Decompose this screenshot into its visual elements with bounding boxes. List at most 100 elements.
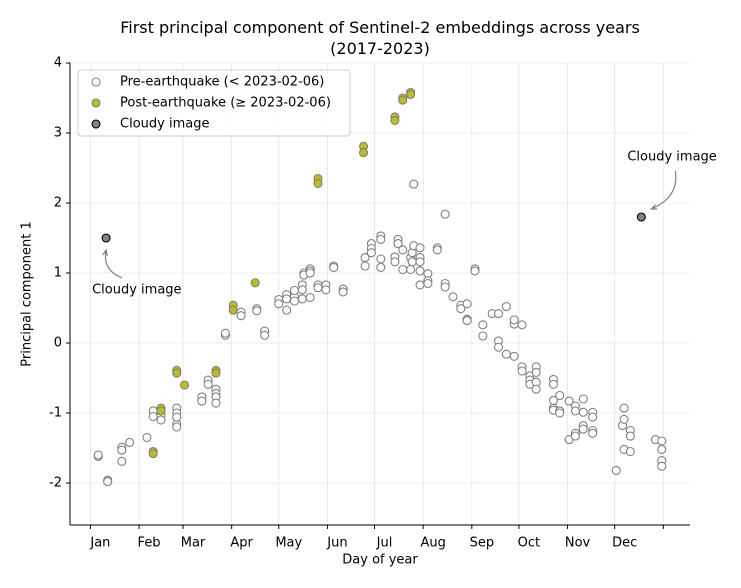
- scatter-point: [282, 294, 292, 304]
- x-tick-label: Dec: [612, 536, 637, 551]
- scatter-point: [432, 245, 442, 255]
- y-tick-label: -2: [49, 476, 62, 491]
- scatter-point: [619, 414, 629, 424]
- scatter-point: [117, 445, 127, 455]
- scatter-point: [390, 115, 400, 125]
- scatter-point: [493, 309, 504, 319]
- legend-box: [77, 69, 351, 137]
- scatter-point: [588, 428, 598, 438]
- scatter-point: [125, 437, 135, 447]
- annotation-arrowhead: [102, 248, 108, 256]
- scatter-point: [142, 432, 152, 443]
- scatter-point: [531, 384, 541, 394]
- annotation: Cloudy image: [627, 150, 716, 165]
- scatter-point: [236, 311, 246, 321]
- scatter-point: [250, 278, 260, 288]
- scatter-point: [313, 283, 323, 293]
- scatter-point: [297, 294, 307, 304]
- annotation-arrowhead: [649, 204, 658, 210]
- scatter-point: [517, 320, 527, 330]
- scatter-point: [548, 379, 558, 389]
- scatter-point: [305, 292, 315, 303]
- scatter-point: [93, 450, 103, 460]
- scatter-point: [406, 264, 416, 275]
- scatter-point: [252, 306, 262, 316]
- scatter-point: [172, 412, 182, 422]
- scatter-point: [197, 396, 207, 406]
- scatter-point: [360, 261, 370, 271]
- legend-marker: [91, 77, 101, 87]
- scatter-point: [148, 411, 158, 422]
- scatter-point: [228, 305, 238, 315]
- scatter-point: [440, 282, 450, 292]
- scatter-point: [398, 245, 408, 255]
- scatter-point: [376, 262, 386, 272]
- scatter-point: [376, 234, 386, 244]
- scatter-point: [415, 243, 425, 253]
- scatter-point: [501, 349, 511, 359]
- y-tick-label: 4: [54, 56, 62, 71]
- scatter-point: [619, 403, 629, 413]
- x-axis-label: Day of year: [342, 553, 418, 568]
- scatter-point: [415, 266, 425, 276]
- scatter-point: [448, 292, 458, 302]
- scatter-point: [203, 379, 213, 389]
- scatter-point: [172, 368, 182, 378]
- scatter-point: [625, 431, 635, 441]
- legend-label: Post-earthquake (≥ 2023-02-06): [120, 96, 331, 111]
- y-tick-label: 0: [54, 336, 62, 351]
- scatter-point: [570, 406, 580, 416]
- scatter-point: [578, 424, 588, 434]
- scatter-point: [509, 315, 519, 325]
- x-tick-label: May: [275, 536, 302, 551]
- scatter-point: [531, 367, 541, 377]
- scatter-point: [274, 299, 284, 309]
- x-tick-label: Nov: [565, 536, 591, 551]
- scatter-point: [493, 342, 504, 352]
- annotation-arrow: [651, 170, 677, 210]
- scatter-point: [282, 305, 292, 315]
- scatter-point: [398, 95, 408, 105]
- y-tick-label: 3: [54, 126, 62, 141]
- scatter-point: [313, 178, 323, 188]
- scatter-point: [611, 465, 621, 475]
- scatter-point: [415, 280, 425, 290]
- scatter-point: [462, 316, 472, 326]
- legend-label: Pre-earthquake (< 2023-02-06): [120, 75, 324, 90]
- scatter-point: [211, 398, 221, 408]
- scatter-point: [156, 406, 166, 416]
- scatter-point: [509, 351, 519, 361]
- scatter-point: [548, 395, 558, 405]
- scatter-point: [657, 436, 667, 446]
- scatter-point: [366, 248, 376, 258]
- x-tick-label: Jul: [376, 536, 393, 551]
- scatter-point: [358, 148, 369, 158]
- x-tick-label: Apr: [230, 536, 253, 551]
- scatter-point: [564, 396, 574, 406]
- scatter-point: [289, 296, 300, 306]
- scatter-point: [156, 415, 166, 425]
- scatter-point: [440, 209, 450, 219]
- chart-title: First principal component of Sentinel-2 …: [120, 18, 640, 58]
- x-tick-label: Mar: [181, 536, 206, 551]
- scatter-point: [478, 331, 488, 341]
- scatter-point: [578, 394, 588, 404]
- x-tick-label: Aug: [420, 536, 445, 551]
- scatter-point: [578, 407, 588, 417]
- x-tick-label: Jan: [89, 536, 110, 551]
- scatter-point: [517, 366, 527, 376]
- scatter-point: [478, 320, 488, 330]
- scatter-point: [555, 408, 565, 418]
- scatter-point: [260, 330, 270, 340]
- scatter-point: [409, 179, 419, 189]
- scatter-point: [172, 422, 182, 432]
- scatter-point: [588, 412, 598, 422]
- x-tick-label: Feb: [138, 536, 161, 551]
- scatter-point: [501, 302, 511, 312]
- y-tick-label: -1: [49, 406, 62, 421]
- y-axis-label: Principal component 1: [20, 221, 35, 366]
- legend-label: Cloudy image: [120, 117, 209, 132]
- scatter-point: [101, 233, 111, 243]
- scatter-point: [321, 285, 331, 295]
